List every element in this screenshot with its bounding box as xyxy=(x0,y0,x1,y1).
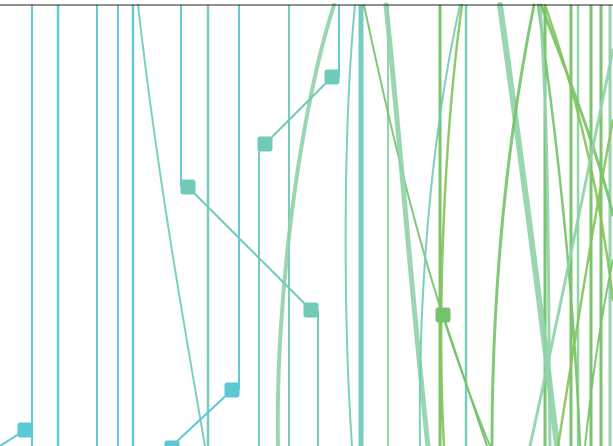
curved-strand-1 xyxy=(137,4,206,446)
connector-lines-layer xyxy=(0,76,488,446)
curved-strand-13 xyxy=(543,3,613,302)
connector-line-4 xyxy=(264,76,333,145)
node-marker-1 xyxy=(17,422,33,438)
curved-strand-5 xyxy=(383,2,431,446)
curved-strand-10 xyxy=(536,3,582,446)
node-markers-layer xyxy=(17,69,451,446)
node-marker-2 xyxy=(164,440,180,446)
curved-lines-layer xyxy=(137,2,613,446)
node-marker-4 xyxy=(180,179,196,195)
node-marker-7 xyxy=(324,69,340,85)
curved-strand-3 xyxy=(344,4,356,446)
node-marker-3 xyxy=(224,382,240,398)
node-marker-6 xyxy=(257,136,273,152)
connector-line-5 xyxy=(442,314,488,446)
node-marker-5 xyxy=(303,302,319,318)
curved-strand-14 xyxy=(528,48,613,446)
connector-line-2 xyxy=(171,389,233,446)
curved-strand-12 xyxy=(539,3,613,217)
curved-strand-16 xyxy=(584,259,613,446)
node-marker-8 xyxy=(435,307,451,323)
curved-strand-11 xyxy=(538,3,552,446)
connector-line-3 xyxy=(187,186,312,311)
curved-strand-6 xyxy=(439,3,464,446)
vertical-lines-layer xyxy=(31,5,612,446)
curved-strand-15 xyxy=(556,118,613,446)
curved-strand-9 xyxy=(490,3,536,446)
curved-strand-7 xyxy=(418,4,461,446)
curved-strand-2 xyxy=(275,3,336,446)
